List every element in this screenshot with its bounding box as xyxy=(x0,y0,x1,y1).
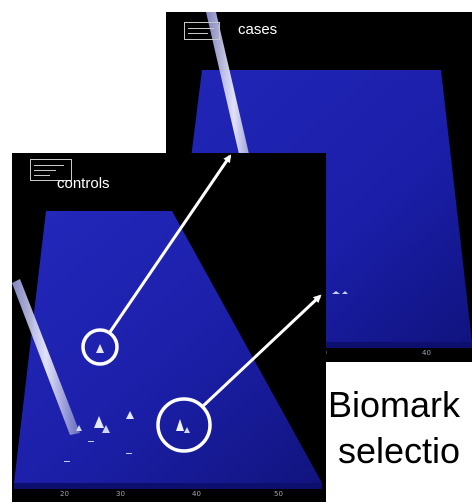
legend-line xyxy=(188,28,214,29)
controls-spectrum-panel: 20 30 40 50 controls xyxy=(12,153,326,502)
controls-baseline-mark xyxy=(88,441,94,442)
legend-line xyxy=(34,170,56,171)
caption-text: Biomark selectio xyxy=(326,378,472,502)
controls-label: controls xyxy=(57,175,110,192)
legend-line xyxy=(34,175,50,176)
cases-label: cases xyxy=(238,21,278,38)
controls-x-tick: 40 xyxy=(192,490,201,498)
cases-small-peak xyxy=(332,291,340,294)
controls-x-tick: 20 xyxy=(60,490,69,498)
controls-small-peak xyxy=(94,416,104,428)
controls-baseline-mark xyxy=(126,453,132,454)
controls-small-peak xyxy=(76,425,82,431)
controls-legend-box xyxy=(30,159,72,181)
controls-small-peak xyxy=(126,411,134,419)
caption-line: Biomark xyxy=(328,384,461,425)
cases-small-peak xyxy=(342,291,348,294)
cases-legend-box xyxy=(184,22,220,40)
controls-plot-floor-edge xyxy=(14,483,322,489)
controls-major-peak xyxy=(12,279,80,435)
cases-x-tick: 40 xyxy=(422,349,431,357)
controls-x-tick: 30 xyxy=(116,490,125,498)
controls-spectrum-plot: 20 30 40 50 xyxy=(12,211,322,498)
caption-line: selectio xyxy=(338,430,461,471)
legend-line xyxy=(188,33,208,34)
controls-plot-surface xyxy=(14,211,322,483)
legend-line xyxy=(34,165,64,166)
controls-baseline-mark xyxy=(64,461,70,462)
controls-small-peak xyxy=(102,425,110,433)
controls-x-tick: 50 xyxy=(274,490,283,498)
